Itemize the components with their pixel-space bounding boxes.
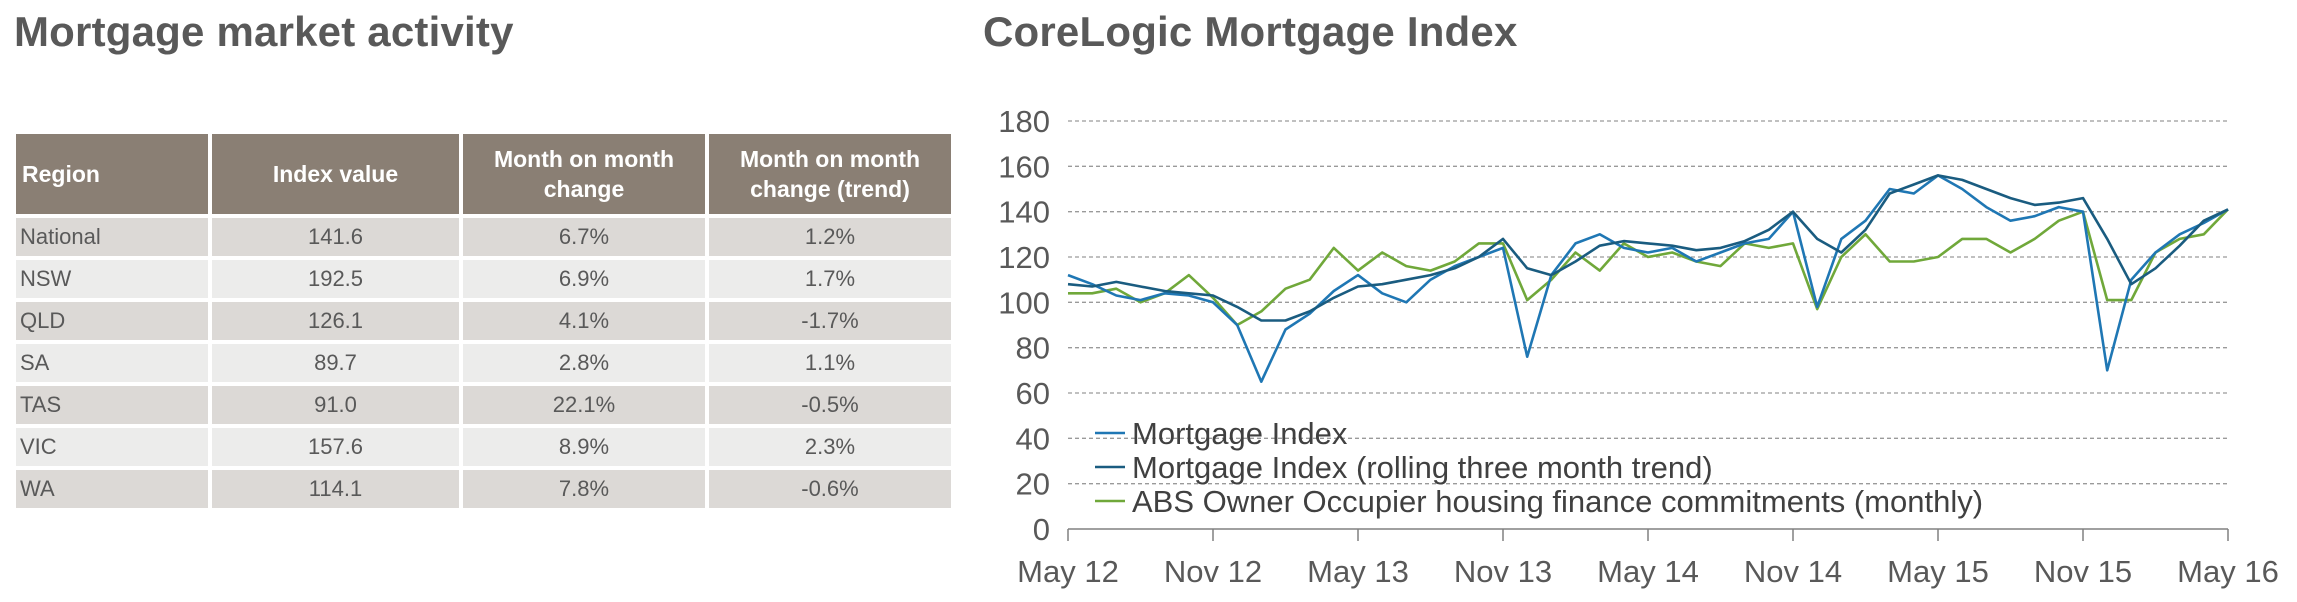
cell-mom-change-trend: 1.7% <box>709 260 951 298</box>
header-region: Region <box>16 134 208 214</box>
table-row: QLD 126.1 4.1% -1.7% <box>16 302 951 340</box>
header-index-value: Index value <box>212 134 459 214</box>
cell-mom-change: 7.8% <box>463 470 705 508</box>
cell-region: National <box>16 218 208 256</box>
cell-index-value: 89.7 <box>212 344 459 382</box>
table-header-row: Region Index value Month on month change… <box>16 134 951 214</box>
legend-label: Mortgage Index (rolling three month tren… <box>1132 450 1713 485</box>
cell-region: TAS <box>16 386 208 424</box>
cell-index-value: 157.6 <box>212 428 459 466</box>
y-tick-label: 60 <box>1016 376 1050 411</box>
x-tick-label: Nov 13 <box>1454 554 1552 589</box>
y-tick-label: 140 <box>998 195 1050 230</box>
y-tick-label: 180 <box>998 104 1050 139</box>
y-axis-ticks: 0 20 40 60 80 100 120 140 160 180 <box>998 104 1050 547</box>
cell-index-value: 114.1 <box>212 470 459 508</box>
x-tick-label: May 13 <box>1307 554 1409 589</box>
y-tick-label: 120 <box>998 240 1050 275</box>
y-tick-label: 80 <box>1016 331 1050 366</box>
header-mom-change-trend: Month on month change (trend) <box>709 134 951 214</box>
cell-mom-change-trend: 2.3% <box>709 428 951 466</box>
y-tick-label: 20 <box>1016 467 1050 502</box>
legend-label: Mortgage Index <box>1132 416 1348 451</box>
cell-index-value: 192.5 <box>212 260 459 298</box>
y-tick-label: 0 <box>1033 512 1050 547</box>
series-line-2 <box>1068 208 2229 327</box>
mortgage-market-table: Region Index value Month on month change… <box>12 130 955 512</box>
x-tick-label: Nov 12 <box>1164 554 1262 589</box>
cell-mom-change: 22.1% <box>463 386 705 424</box>
series-line-1 <box>1067 174 2229 322</box>
x-tick-label: May 12 <box>1017 554 1119 589</box>
table-row: SA 89.7 2.8% 1.1% <box>16 344 951 382</box>
cell-mom-change: 8.9% <box>463 428 705 466</box>
cell-index-value: 126.1 <box>212 302 459 340</box>
cell-region: WA <box>16 470 208 508</box>
left-title: Mortgage market activity <box>14 8 514 55</box>
series-lines <box>1067 174 2229 384</box>
cell-mom-change-trend: -0.6% <box>709 470 951 508</box>
cell-mom-change-trend: -1.7% <box>709 302 951 340</box>
y-tick-label: 100 <box>998 285 1050 320</box>
cell-mom-change-trend: 1.1% <box>709 344 951 382</box>
cell-index-value: 141.6 <box>212 218 459 256</box>
header-mom-change: Month on month change <box>463 134 705 214</box>
cell-mom-change-trend: 1.2% <box>709 218 951 256</box>
x-tick-label: May 15 <box>1887 554 1989 589</box>
cell-mom-change-trend: -0.5% <box>709 386 951 424</box>
cell-region: QLD <box>16 302 208 340</box>
table-row: WA 114.1 7.8% -0.6% <box>16 470 951 508</box>
table-row: TAS 91.0 22.1% -0.5% <box>16 386 951 424</box>
cell-index-value: 91.0 <box>212 386 459 424</box>
x-tick-label: Nov 14 <box>1744 554 1842 589</box>
table-row: NSW 192.5 6.9% 1.7% <box>16 260 951 298</box>
y-tick-label: 40 <box>1016 421 1050 456</box>
table-row: National 141.6 6.7% 1.2% <box>16 218 951 256</box>
series-line-0 <box>1067 174 2229 384</box>
cell-region: VIC <box>16 428 208 466</box>
gridlines <box>1068 120 2228 485</box>
right-title: CoreLogic Mortgage Index <box>983 8 1518 55</box>
cell-mom-change: 4.1% <box>463 302 705 340</box>
table-row: VIC 157.6 8.9% 2.3% <box>16 428 951 466</box>
x-axis: May 12 Nov 12 May 13 Nov 13 May 14 Nov 14 May … <box>1017 528 2279 589</box>
y-tick-label: 160 <box>998 149 1050 184</box>
legend-label: ABS Owner Occupier housing finance commi… <box>1132 484 1983 519</box>
cell-mom-change: 6.7% <box>463 218 705 256</box>
x-tick-label: Nov 15 <box>2034 554 2132 589</box>
x-tick-label: May 16 <box>2177 554 2279 589</box>
cell-mom-change: 6.9% <box>463 260 705 298</box>
cell-region: NSW <box>16 260 208 298</box>
x-tick-label: May 14 <box>1597 554 1699 589</box>
cell-region: SA <box>16 344 208 382</box>
cell-mom-change: 2.8% <box>463 344 705 382</box>
